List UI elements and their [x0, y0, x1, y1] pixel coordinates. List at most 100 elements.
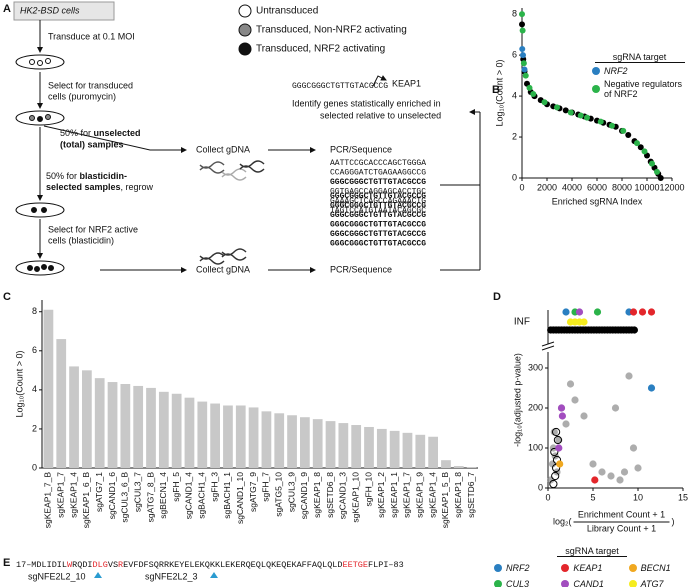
- bar: [43, 309, 54, 468]
- legend-label: KEAP1: [573, 563, 603, 573]
- bar: [56, 339, 67, 468]
- point: [616, 476, 624, 484]
- step-part: blasticidin-: [80, 171, 128, 181]
- x-tick-label: sgKEAP1_6_B: [81, 472, 91, 529]
- bar: [376, 428, 387, 468]
- seq-part: FLPI–83: [368, 560, 404, 570]
- legend-swatch: [494, 580, 502, 587]
- legend-label: NRF2: [506, 563, 530, 573]
- legend-label: Transduced, Non-NRF2 activating: [256, 25, 407, 36]
- step-part: unselected: [94, 128, 141, 138]
- y-tick-label: 2: [512, 131, 517, 141]
- x-axis-label: ): [672, 516, 675, 526]
- bar: [94, 378, 105, 468]
- point: [521, 66, 528, 73]
- point: [552, 427, 561, 437]
- x-axis-label: log₂(: [553, 516, 572, 526]
- read: GGGCGGGCTGTTGTACGCCG: [330, 192, 426, 201]
- x-tick-label: sgKEAP1_1: [389, 472, 399, 518]
- read: AATTCCGCACCCAGCTGGGA: [330, 159, 426, 168]
- bar: [120, 384, 131, 468]
- protein-sequence: 17–MDLIDILWRQDIDLGVSREVFDFSQRRKEYELEKQKK…: [16, 560, 404, 570]
- x-tick-label: 0: [519, 182, 524, 192]
- legend-title: sgRNA target: [557, 546, 627, 557]
- legend-label: NRF2: [604, 66, 628, 76]
- point: [577, 112, 584, 119]
- point: [522, 72, 529, 79]
- point: [550, 428, 558, 436]
- identify: selected relative to unselected: [320, 110, 441, 120]
- bar: [158, 391, 169, 468]
- x-tick-label: 15: [678, 492, 688, 502]
- seq-part: RQDI: [72, 560, 92, 570]
- legend-swatch: [561, 580, 570, 587]
- read: GAAAGCTCAGCCAGAAACTG: [330, 197, 426, 206]
- point: [637, 144, 644, 151]
- bar: [287, 415, 297, 468]
- legend-swatch: [561, 564, 570, 572]
- inf-label: INF: [514, 317, 530, 328]
- bar: [389, 430, 400, 468]
- point: [584, 114, 590, 121]
- seq-part: DLG: [93, 560, 108, 570]
- x-tick-label: 8000: [612, 182, 632, 192]
- bar: [82, 370, 92, 468]
- x-tick-label: 12000: [659, 182, 684, 192]
- step: cells (blasticidin): [48, 235, 114, 245]
- seq-part: R: [118, 560, 123, 570]
- point: [519, 27, 526, 34]
- point: [557, 404, 566, 412]
- bar: [210, 403, 220, 468]
- bar: [300, 417, 310, 468]
- bar: [146, 387, 156, 468]
- panel-label: C: [3, 291, 11, 303]
- point: [620, 127, 627, 134]
- inf-point: [638, 308, 647, 316]
- point: [566, 380, 575, 388]
- point: [657, 175, 664, 181]
- x-tick-label: 10: [633, 492, 643, 502]
- x-tick-label: sgKEAP1_7_B: [43, 472, 53, 529]
- x-tick-label: sgSETD6_8: [325, 472, 335, 518]
- x-tick-label: sgKEAP1_5_B: [440, 472, 450, 529]
- point: [571, 396, 579, 404]
- point: [558, 412, 567, 420]
- x-tick-label: sgKEAP1_10: [350, 472, 360, 523]
- legend-label: CUL3: [506, 579, 530, 587]
- legend-swatch: [592, 67, 600, 75]
- y-tick-label: 200: [528, 402, 543, 412]
- point: [625, 372, 633, 380]
- collect: Collect gDNA: [196, 144, 250, 154]
- legend: sgRNA target NRF2 KEAP1 BECN1 CUL3 CAND1 ATG7: [494, 546, 690, 587]
- point: [607, 472, 615, 480]
- legend-title: sgRNA target: [594, 52, 685, 63]
- x-tick-label: sgBACH1_4: [197, 472, 207, 519]
- read: GGTGAGCCAGGAGCACCTGC: [330, 188, 426, 197]
- x-tick-label: 5: [590, 492, 595, 502]
- legend-label: BECN1: [640, 563, 671, 573]
- point: [625, 131, 632, 138]
- point: [641, 148, 648, 155]
- inf-point: [580, 318, 588, 326]
- x-tick-label: sgSETD6_7: [466, 472, 476, 518]
- step: Select for NRF2 active: [48, 224, 138, 234]
- start-box: [13, 1, 115, 21]
- point: [520, 60, 527, 67]
- y-tick-label: 6: [32, 345, 37, 355]
- bar: [184, 397, 195, 468]
- gene: KEAP1: [392, 78, 421, 88]
- read: TAGTCCATGTAATACAGCGC: [330, 207, 426, 216]
- read: GGGCGGGCTGTTGTACGCCG: [330, 221, 426, 230]
- legend-entry: CUL3: [494, 579, 555, 587]
- inf-point: [593, 308, 602, 316]
- cut-site: [94, 572, 102, 578]
- legend-entry: ATG7: [628, 579, 690, 587]
- seq-part: EVFDFSQRRKEYELEKQKKLEKERQEQLQKEQEKAFFAQL…: [123, 560, 342, 570]
- pcr: PCR/Sequence: [330, 144, 392, 154]
- bar: [261, 411, 272, 468]
- point: [555, 436, 563, 444]
- x-tick-label: sgBACH1_1: [222, 472, 232, 519]
- bar: [402, 432, 413, 468]
- legend-swatch: [628, 580, 637, 587]
